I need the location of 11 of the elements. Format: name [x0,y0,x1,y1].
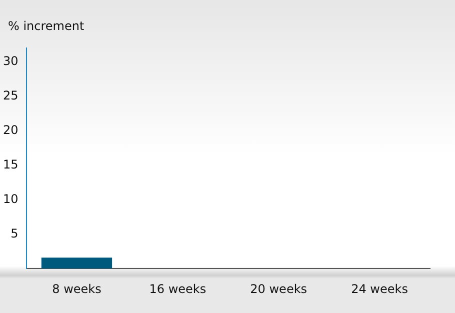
y-tick-label: 10 [2,192,18,206]
y-tick-label: 25 [2,88,18,102]
x-tick-label: 16 weeks [149,282,206,296]
y-tick-label: 5 [10,226,18,240]
y-axis-title: % increment [8,19,84,33]
y-tick-label: 15 [2,157,18,172]
x-tick-label: 20 weeks [250,282,308,296]
x-tick-label: 8 weeks [52,282,102,296]
y-tick-label: 30 [2,54,18,68]
x-tick-label: 24 weeks [351,282,408,296]
y-tick-label: 20 [2,122,18,137]
